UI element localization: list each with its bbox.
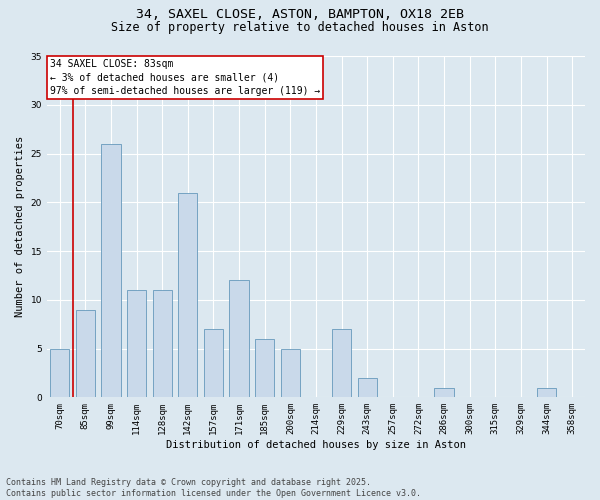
- Text: 34, SAXEL CLOSE, ASTON, BAMPTON, OX18 2EB: 34, SAXEL CLOSE, ASTON, BAMPTON, OX18 2E…: [136, 8, 464, 20]
- Bar: [127, 290, 146, 398]
- Text: Size of property relative to detached houses in Aston: Size of property relative to detached ho…: [111, 21, 489, 34]
- Bar: [178, 192, 197, 398]
- Bar: [358, 378, 377, 398]
- Bar: [332, 329, 351, 398]
- Bar: [255, 339, 274, 398]
- Bar: [537, 388, 556, 398]
- Bar: [101, 144, 121, 398]
- Y-axis label: Number of detached properties: Number of detached properties: [15, 136, 25, 318]
- Bar: [434, 388, 454, 398]
- Bar: [204, 329, 223, 398]
- Bar: [281, 348, 300, 398]
- X-axis label: Distribution of detached houses by size in Aston: Distribution of detached houses by size …: [166, 440, 466, 450]
- Bar: [76, 310, 95, 398]
- Text: 34 SAXEL CLOSE: 83sqm
← 3% of detached houses are smaller (4)
97% of semi-detach: 34 SAXEL CLOSE: 83sqm ← 3% of detached h…: [50, 60, 320, 96]
- Bar: [152, 290, 172, 398]
- Bar: [50, 348, 70, 398]
- Bar: [229, 280, 248, 398]
- Text: Contains HM Land Registry data © Crown copyright and database right 2025.
Contai: Contains HM Land Registry data © Crown c…: [6, 478, 421, 498]
